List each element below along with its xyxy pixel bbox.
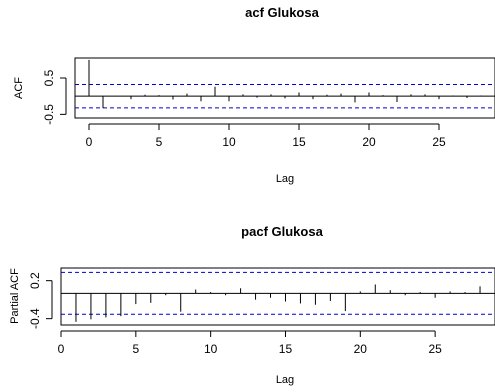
pacf-title: pacf Glukosa <box>241 224 323 239</box>
acf-y-label: ACF <box>13 77 25 99</box>
pacf-y-tick-label: -0.4 <box>28 308 42 329</box>
pacf-x-tick-label: 15 <box>279 342 293 356</box>
acf-x-tick-label: 5 <box>156 135 163 149</box>
acf-title: acf Glukosa <box>245 5 319 20</box>
acf-y-axis: -0.5 0.5 <box>42 69 66 124</box>
pacf-y-axis: -0.4 0.2 <box>28 272 52 329</box>
acf-x-tick-label: 25 <box>432 135 446 149</box>
acf-x-tick-label: 20 <box>362 135 376 149</box>
pacf-x-tick-label: 5 <box>132 342 139 356</box>
pacf-x-tick-label: 0 <box>58 342 65 356</box>
acf-plot-frame <box>75 58 495 118</box>
acf-y-tick-label: 0.5 <box>42 69 56 86</box>
pacf-x-tick-label: 25 <box>428 342 442 356</box>
acf-x-axis: 0 5 10 15 20 25 <box>86 124 446 149</box>
acf-x-label: Lag <box>276 173 294 185</box>
pacf-y-tick-label: 0.2 <box>28 272 42 289</box>
pacf-y-label: Partial ACF <box>9 268 21 324</box>
acf-panel: acf Glukosa 0 5 10 15 20 25 -0.5 0.5 Lag ACF <box>13 5 495 185</box>
acf-bars <box>89 60 481 108</box>
pacf-plot-frame <box>61 268 495 325</box>
acf-x-tick-label: 10 <box>222 135 236 149</box>
acf-x-tick-label: 15 <box>292 135 306 149</box>
pacf-x-axis: 0 5 10 15 20 25 <box>58 331 442 356</box>
pacf-panel: pacf Glukosa 0 5 10 15 20 25 -0.4 0.2 Lag Part… <box>9 224 495 386</box>
acf-y-tick-label: -0.5 <box>42 104 56 125</box>
acf-x-tick-label: 0 <box>86 135 93 149</box>
pacf-x-tick-label: 10 <box>204 342 218 356</box>
pacf-x-tick-label: 20 <box>354 342 368 356</box>
pacf-bars <box>76 284 480 321</box>
pacf-x-label: Lag <box>276 374 294 386</box>
